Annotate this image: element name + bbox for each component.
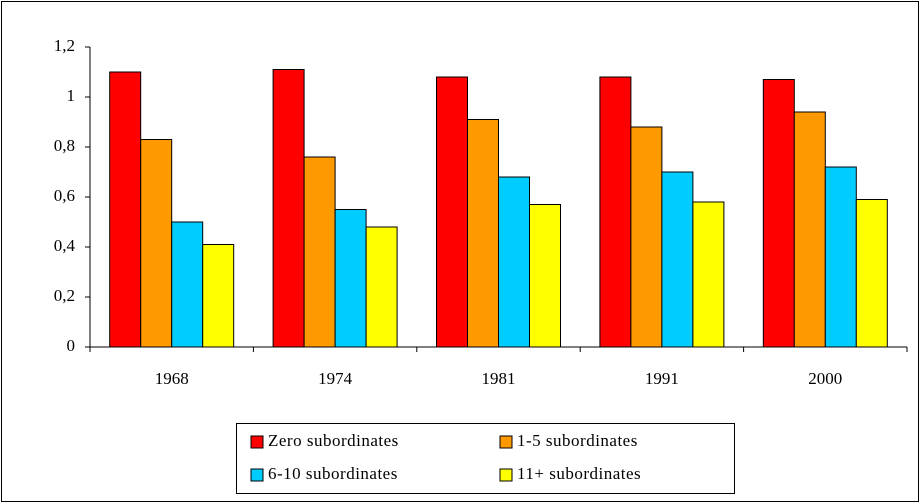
bar (529, 204, 561, 348)
legend-swatch (250, 435, 264, 449)
legend-label: 6-10 subordinates (268, 464, 398, 483)
bar (140, 139, 173, 348)
legend-label: 1-5 subordinates (517, 431, 638, 450)
bar (467, 119, 499, 348)
x-tick-label: 1968 (155, 369, 189, 388)
bar (202, 244, 235, 348)
bar (498, 176, 530, 348)
y-tick-label: 0,6 (54, 186, 75, 205)
y-tick-label: 1,2 (54, 36, 75, 55)
y-tick-label: 0,4 (54, 236, 76, 255)
legend-box (236, 423, 735, 494)
bar (109, 71, 142, 348)
bar (630, 126, 663, 348)
y-tick-label: 1 (67, 86, 76, 105)
bar (661, 171, 694, 348)
y-tick-label: 0,8 (54, 136, 75, 155)
bar (599, 76, 632, 348)
legend-swatch (499, 435, 513, 449)
y-tick-label: 0,2 (54, 286, 75, 305)
bar (824, 166, 857, 348)
bar (334, 209, 367, 348)
x-tick-label: 1981 (482, 369, 516, 388)
bar (436, 76, 468, 348)
legend-swatch (250, 468, 264, 482)
bar (303, 156, 336, 348)
x-tick-label: 1991 (645, 369, 679, 388)
bar (855, 199, 888, 348)
bar (171, 221, 204, 348)
x-tick-label: 1974 (318, 369, 353, 388)
legend-label: 11+ subordinates (517, 464, 641, 483)
bar (692, 201, 725, 348)
bar (762, 79, 795, 348)
x-tick-label: 2000 (808, 369, 842, 388)
legend-label: Zero subordinates (268, 431, 399, 450)
bar (793, 111, 826, 348)
bar (272, 69, 305, 348)
legend-swatch (499, 468, 513, 482)
bar (365, 226, 398, 348)
y-tick-label: 0 (67, 336, 76, 355)
